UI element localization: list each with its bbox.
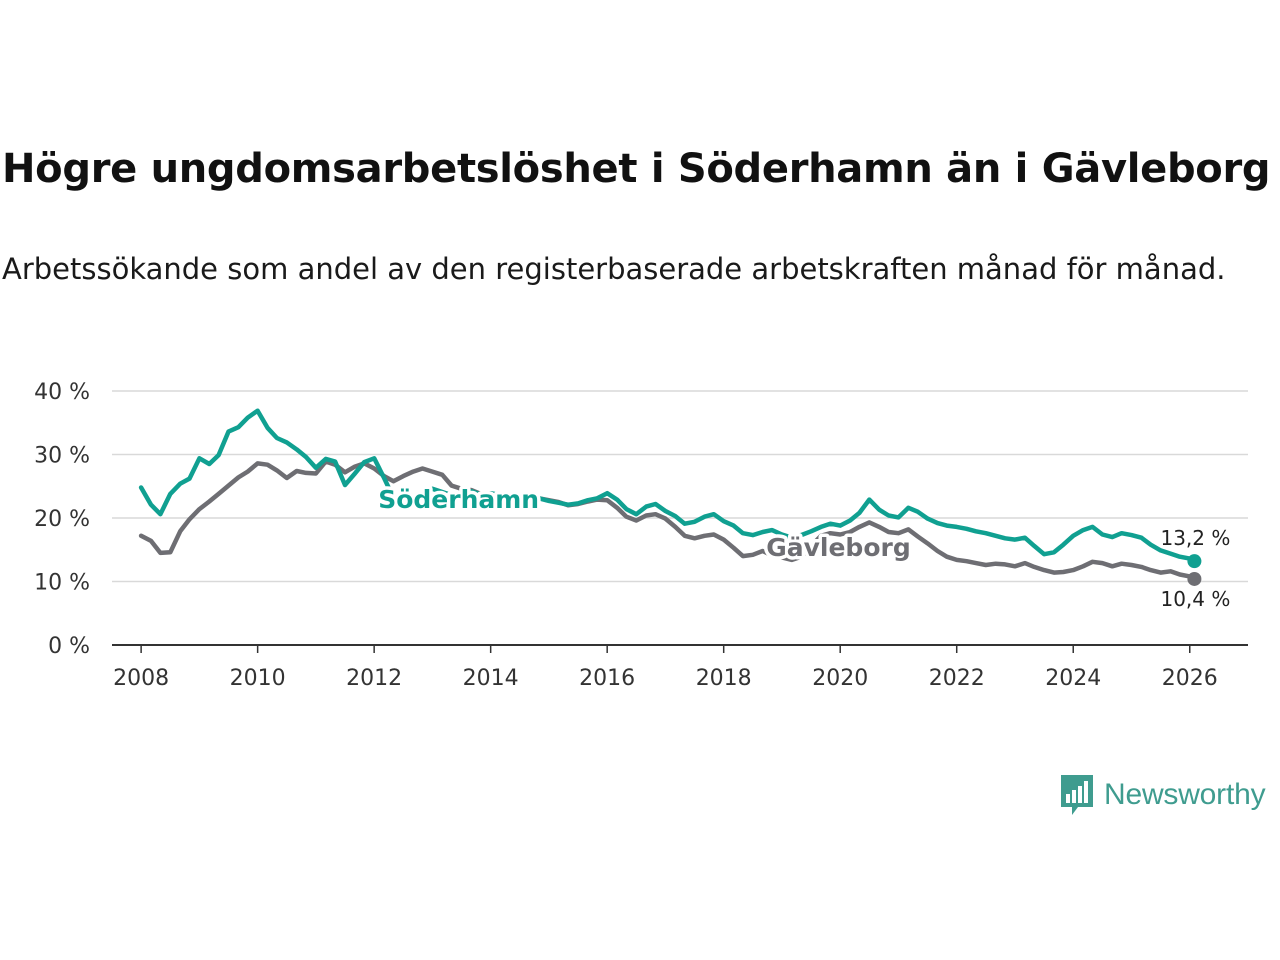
y-tick-label: 20 % [34,507,90,532]
brand-logo: Newsworthy [1058,772,1266,818]
series-lines [138,408,1197,582]
chart-subtitle: Arbetssökande som andel av den registerb… [2,252,1226,286]
y-tick-label: 0 % [48,634,90,659]
y-tick-label: 10 % [34,571,90,596]
end-point-gävleborg [1187,571,1202,586]
x-tick-label: 2008 [113,666,169,691]
series-labels: Söderhamn Gävleborg 10,4 % 13,2 % [375,481,1231,611]
x-tick-label: 2022 [929,666,985,691]
gridlines [112,390,1248,583]
line-chart: 0 % 10 % 20 % 30 % 40 % 2008 2010 2012 2014 2016… [34,380,1248,691]
chart-title: Högre ungdomsarbetslöshet i Söderhamn än… [2,146,1271,192]
x-tick-label: 2018 [696,666,752,691]
series-label-gävleborg: Gävleborg [766,533,911,562]
x-tick-label: 2020 [812,666,868,691]
x-tick-label: 2016 [579,666,635,691]
x-tick-label: 2010 [230,666,286,691]
bar-chart-bubble-icon [1061,775,1093,815]
x-tick-label: 2026 [1162,666,1218,691]
y-axis-ticks: 0 % 10 % 20 % 30 % 40 % [34,380,90,659]
y-tick-label: 30 % [34,444,90,469]
end-value-label-söderhamn: 13,2 % [1160,526,1230,550]
end-value-label-gävleborg: 10,4 % [1160,587,1230,611]
series-label-söderhamn: Söderhamn [378,485,539,514]
x-tick-label: 2014 [463,666,519,691]
x-tick-label: 2012 [346,666,402,691]
x-tick-label: 2024 [1045,666,1101,691]
y-tick-label: 40 % [34,380,90,405]
brand-name: Newsworthy [1104,778,1266,811]
x-axis: 2008 2010 2012 2014 2016 2018 2020 2022 2024 2026 [112,644,1248,691]
series-line-söderhamn [138,408,1197,564]
series-line-gävleborg [138,459,1197,582]
end-point-söderhamn [1187,554,1202,569]
